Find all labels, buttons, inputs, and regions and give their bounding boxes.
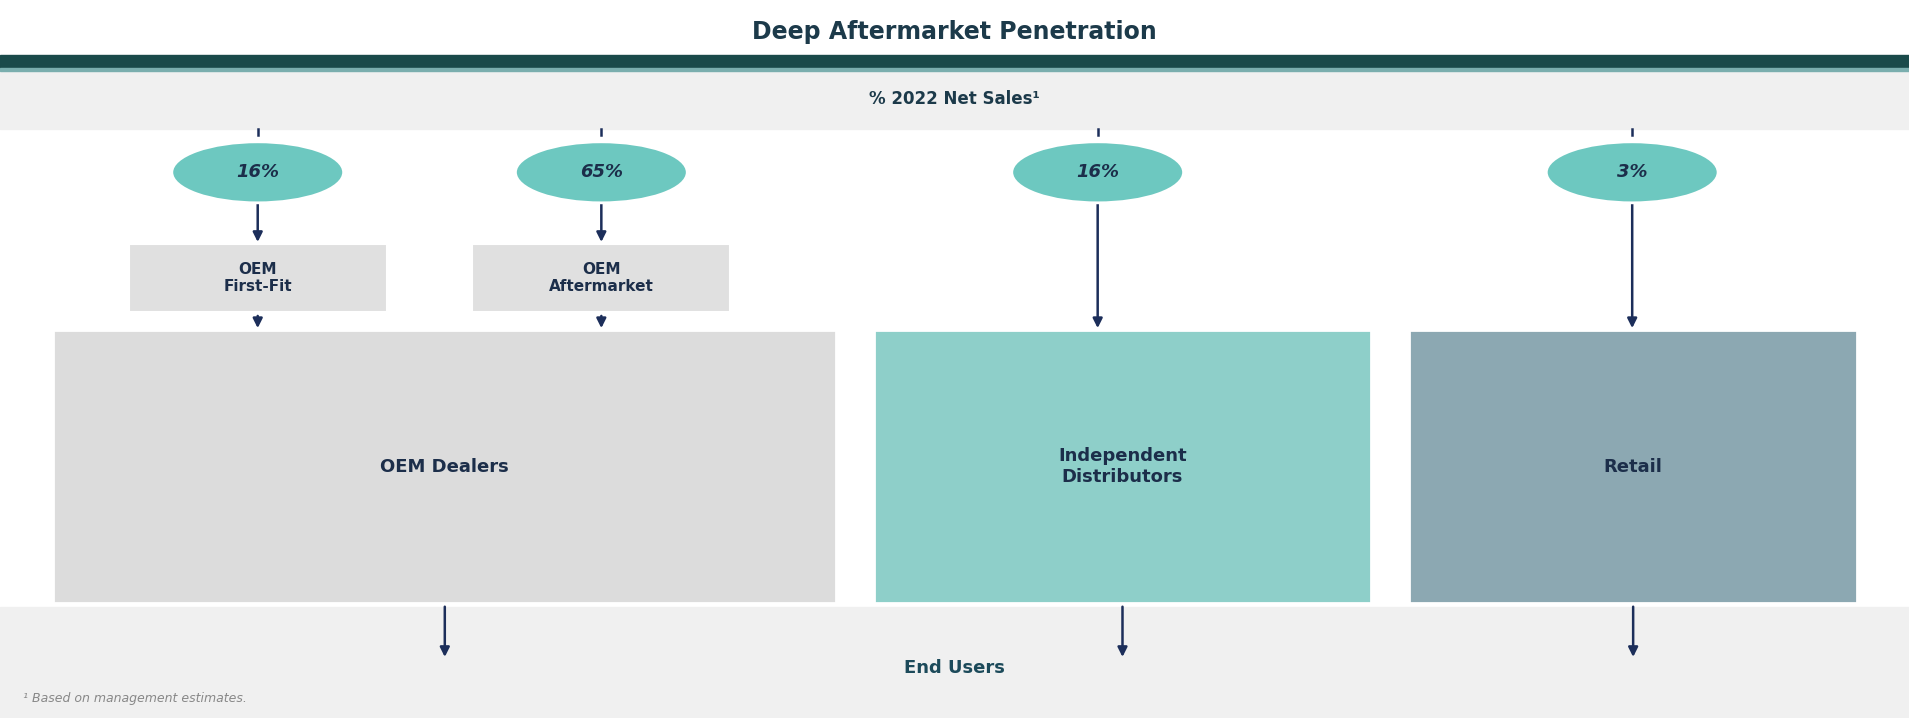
Text: 16%: 16% [237,163,279,182]
Text: Retail: Retail [1604,457,1663,476]
Text: % 2022 Net Sales¹: % 2022 Net Sales¹ [869,90,1040,108]
Bar [53,330,836,603]
Text: Deep Aftermarket Penetration: Deep Aftermarket Penetration [752,20,1157,45]
Text: 3%: 3% [1617,163,1647,182]
Bar [0,68,1909,71]
Bar [874,330,1371,603]
Ellipse shape [172,142,344,203]
Text: 65%: 65% [580,163,622,182]
Text: 16%: 16% [1077,163,1119,182]
Bar [1409,330,1857,603]
Ellipse shape [515,142,687,203]
Text: OEM Dealers: OEM Dealers [380,457,510,476]
Ellipse shape [1546,142,1718,203]
Text: OEM
Aftermarket: OEM Aftermarket [550,262,653,294]
Text: Independent
Distributors: Independent Distributors [1058,447,1187,486]
Bar [130,244,388,312]
Bar [0,607,1909,718]
Text: ¹ Based on management estimates.: ¹ Based on management estimates. [23,692,246,705]
Bar [0,55,1909,68]
Text: OEM
First-Fit: OEM First-Fit [223,262,292,294]
Text: End Users: End Users [905,658,1004,677]
Bar [0,70,1909,129]
Bar [473,244,731,312]
Ellipse shape [1012,142,1184,203]
